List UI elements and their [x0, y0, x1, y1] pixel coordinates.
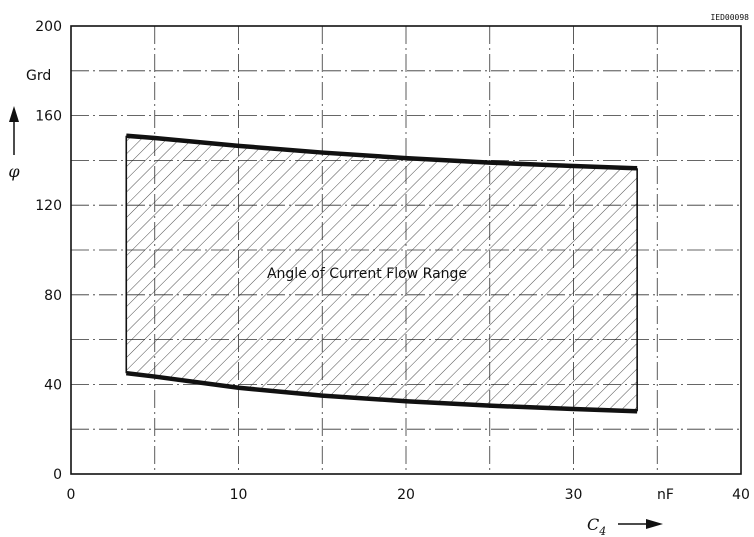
x-tick-label: 40: [732, 487, 750, 503]
y-tick-label: 80: [44, 288, 62, 304]
x-axis-arrow: [618, 519, 663, 529]
y-unit-label: Grd: [26, 68, 51, 84]
x-axis-label-main: C: [587, 515, 599, 534]
x-tick-label: 0: [67, 487, 76, 503]
annotation-text: Angle of Current Flow Range: [267, 266, 467, 282]
x-axis-label: C4: [587, 515, 606, 537]
x-tick-labels: 0 10 20 30 40: [67, 487, 750, 503]
y-axis-label: φ: [8, 162, 20, 181]
boundary-curves: [126, 133, 638, 414]
plot-frame: [70, 25, 742, 475]
y-tick-labels: 0 40 80 120 160 200: [35, 19, 62, 483]
x-tick-label: 30: [565, 487, 583, 503]
x-tick-label: 10: [230, 487, 248, 503]
y-tick-label: 200: [35, 19, 62, 35]
hatched-region: [126, 135, 638, 412]
y-axis-arrow: [9, 106, 19, 155]
x-axis-label-subscript: 4: [598, 525, 606, 537]
y-tick-label: 120: [35, 198, 62, 214]
upper-boundary-line: [126, 133, 638, 171]
flow-range-area: [125, 135, 638, 412]
x-tick-label: 20: [397, 487, 415, 503]
y-tick-label: 0: [53, 467, 62, 483]
y-arrow-head: [9, 106, 19, 122]
x-unit-label: nF: [657, 487, 674, 503]
lower-boundary-line: [126, 370, 638, 414]
x-arrow-head: [646, 519, 663, 529]
figure-code: IED00098: [710, 13, 749, 22]
y-tick-label: 160: [35, 109, 62, 125]
x-axis-label-group: C4: [587, 515, 606, 537]
y-tick-label: 40: [44, 377, 62, 393]
